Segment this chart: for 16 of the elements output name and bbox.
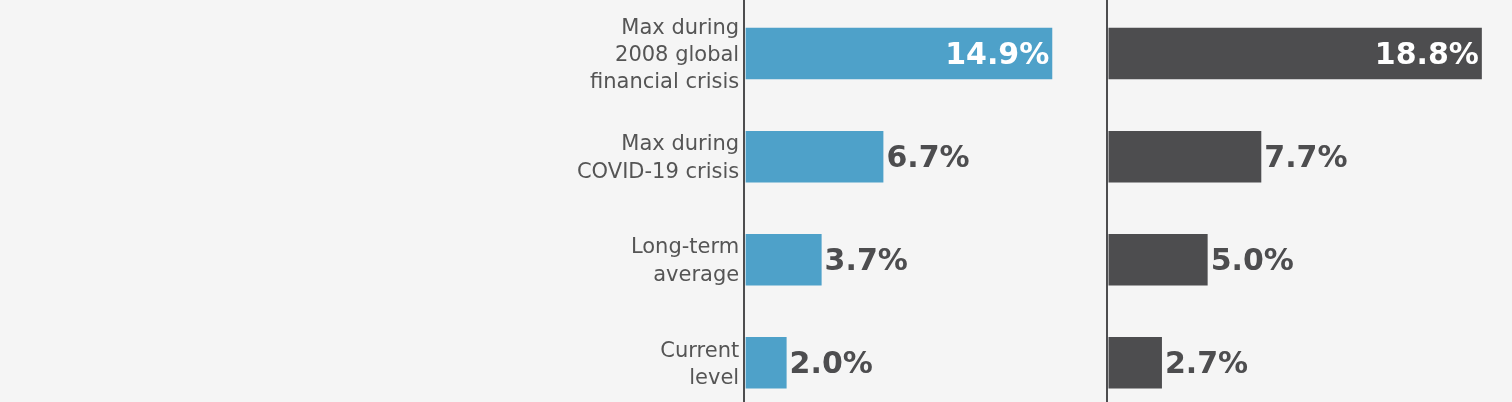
bar <box>745 130 884 183</box>
y-tick-label: Long-term average <box>630 234 740 286</box>
data-label: 2.0% <box>789 345 873 381</box>
y-tick-label: Max during 2008 global financial crisis <box>590 14 740 94</box>
data-label: 14.9% <box>945 36 1050 72</box>
y-tick-label: Max during COVID-19 crisis <box>576 131 740 183</box>
y-tick-label: Current level <box>660 337 740 389</box>
bar <box>745 337 787 389</box>
bar <box>745 233 822 286</box>
bar <box>745 27 1053 80</box>
data-label: 6.7% <box>886 139 970 175</box>
data-label: 2.7% <box>1164 345 1249 381</box>
data-label: 7.7% <box>1264 139 1348 175</box>
data-label: 3.7% <box>824 242 908 278</box>
data-label: 5.0% <box>1210 242 1294 278</box>
data-label: 18.8% <box>1374 36 1479 72</box>
